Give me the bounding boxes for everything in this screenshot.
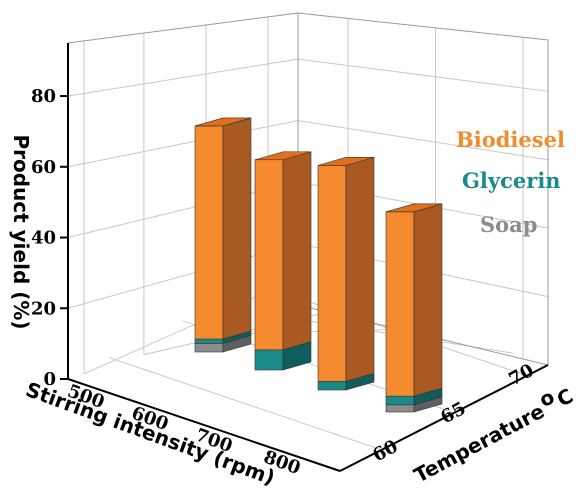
legend: Biodiesel Glycerin Soap [456,127,565,237]
biodiesel-segment-side [282,151,312,351]
glycerin-segment-front [317,381,347,391]
z-gridline-floor [109,357,382,451]
y-tick-label: 80 [31,86,56,107]
legend-soap: Soap [480,212,537,237]
biodiesel-segment-front [385,211,415,397]
biodiesel-segment-front [194,125,224,340]
z-tick-label: 60 [369,436,401,466]
floor-edges [67,43,549,472]
z-axis-title-unit: C [553,383,576,411]
bars [194,117,443,413]
soap-segment-front [194,343,224,353]
bar-800 [385,203,443,413]
y-tick-label: 60 [31,157,56,178]
bar-top-cap [385,203,443,213]
biodiesel-segment-front [317,165,347,382]
legend-glycerin: Glycerin [462,168,561,193]
z-axis-title-main: Temperature [410,399,548,488]
x-axis-title: Stirring intensity (rpm) [23,377,278,490]
glycerin-segment-front [385,395,415,406]
bar-700 [317,156,375,391]
glycerin-segment-front [254,349,284,371]
z-tick-label: 70 [505,360,537,390]
glycerin-segment-front [194,338,224,344]
y-axis-title: Product yield (%) [9,134,33,329]
bar-600 [254,151,312,371]
bar-top-cap [317,157,375,166]
biodiesel-segment-side [413,203,443,397]
soap-segment-front [385,404,415,413]
y-tick-label: 20 [31,298,56,319]
bar-500 [194,117,252,353]
biodiesel-segment-side [345,156,375,382]
y-gridline [67,58,549,97]
y-tick-label: 0 [43,369,56,390]
bar-top-cap [194,117,252,127]
biodiesel-segment-side [222,117,252,340]
bar-top-cap [254,151,312,161]
y-tick-label: 40 [31,228,56,249]
legend-biodiesel: Biodiesel [456,127,565,152]
biodiesel-segment-front [254,159,284,351]
